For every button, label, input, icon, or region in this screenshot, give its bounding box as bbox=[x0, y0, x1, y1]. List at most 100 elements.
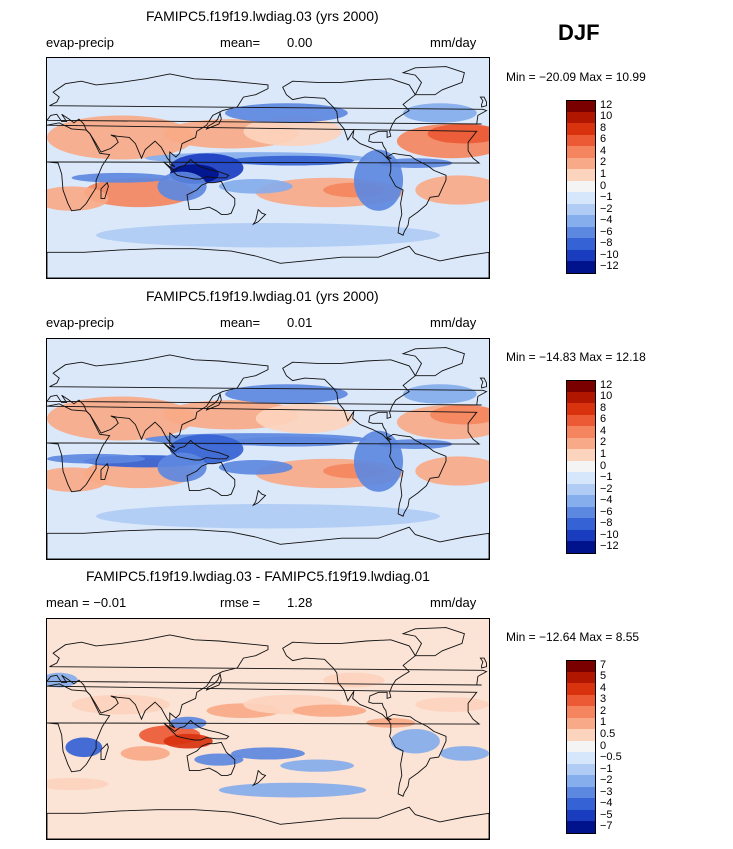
map-svg bbox=[47, 339, 489, 559]
colorbar-cell bbox=[566, 483, 596, 496]
coastline-japan bbox=[205, 111, 222, 130]
colorbar-label: −7 bbox=[600, 820, 613, 833]
colorbar-label: −8 bbox=[600, 517, 613, 530]
colorbar-cell bbox=[566, 809, 596, 822]
colorbar-label: 1 bbox=[600, 716, 607, 729]
panel2-minmax: Min = −14.83 Max = 12.18 bbox=[506, 350, 646, 364]
coastline-nz bbox=[252, 489, 267, 507]
coastline-japan bbox=[205, 672, 222, 691]
coastline-africa bbox=[47, 683, 481, 773]
colorbar-cell bbox=[566, 111, 596, 124]
colorbar-cell bbox=[566, 238, 596, 251]
coastline-s_america bbox=[386, 713, 447, 797]
panel3-title: FAMIPC5.f19f19.lwdiag.03 - FAMIPC5.f19f1… bbox=[86, 568, 430, 584]
field-contour bbox=[243, 116, 342, 146]
colorbar-label: −12 bbox=[600, 540, 619, 553]
colorbar-label: 12 bbox=[600, 98, 613, 111]
colorbar-label: −1 bbox=[600, 191, 613, 204]
colorbar-cell bbox=[566, 671, 596, 684]
colorbar-label: 12 bbox=[600, 378, 613, 391]
colorbar-label: −0.5 bbox=[600, 751, 622, 764]
panel1-stat-label: mean= bbox=[220, 35, 261, 50]
colorbar-label: 0 bbox=[600, 179, 607, 192]
panel3-map bbox=[46, 618, 490, 840]
colorbar-cell bbox=[566, 717, 596, 730]
colorbar-label: 8 bbox=[600, 121, 607, 134]
panel1-stat-value: 0.00 bbox=[287, 35, 313, 50]
field-contour bbox=[390, 729, 440, 754]
field-contour bbox=[323, 672, 385, 688]
field-contour bbox=[231, 155, 354, 166]
colorbar-cell bbox=[566, 426, 596, 439]
coastline-europe_asia bbox=[47, 354, 488, 449]
panel1-colorbar: 12 10 8 6 4 2 1 0 −1 −2 −4 −6 −8 −10 −12 bbox=[566, 98, 646, 275]
colorbar-cell bbox=[566, 798, 596, 811]
colorbar-label: 3 bbox=[600, 693, 607, 706]
field-contour bbox=[96, 223, 440, 248]
colorbar-label: 6 bbox=[600, 133, 607, 146]
coastline-antarctica bbox=[47, 806, 489, 839]
colorbar-label: 0.5 bbox=[600, 727, 616, 740]
colorbar-label: −4 bbox=[600, 797, 613, 810]
field-contour bbox=[120, 746, 170, 761]
colorbar-label: 1 bbox=[600, 447, 607, 460]
coastline-nz bbox=[252, 208, 267, 226]
field-contour bbox=[280, 759, 354, 772]
panel2-map bbox=[46, 338, 490, 560]
panel2-stat-label: mean= bbox=[220, 315, 261, 330]
field-contour bbox=[225, 103, 348, 123]
coastline-greenland bbox=[401, 66, 465, 96]
colorbar-cell bbox=[566, 752, 596, 765]
coastline-australia bbox=[186, 180, 236, 215]
colorbar-cell bbox=[566, 261, 596, 275]
colorbar-label: 7 bbox=[600, 658, 607, 671]
colorbar-label: −2 bbox=[600, 774, 613, 787]
colorbar-cell bbox=[566, 775, 596, 788]
colorbar-label: 8 bbox=[600, 401, 607, 414]
colorbar-label: 4 bbox=[600, 681, 607, 694]
field-contour bbox=[218, 179, 293, 194]
field-contour bbox=[71, 172, 170, 183]
coastline-greenland bbox=[401, 627, 465, 657]
panel1-variable: evap-precip bbox=[46, 35, 114, 50]
colorbar-cell bbox=[566, 506, 596, 519]
field-contour bbox=[218, 460, 293, 475]
colorbar-cell bbox=[566, 215, 596, 228]
colorbar-cell bbox=[566, 694, 596, 707]
field-contour bbox=[194, 753, 244, 766]
coastline-indonesia bbox=[163, 719, 230, 741]
field-contour bbox=[218, 782, 367, 798]
colorbar-label: 4 bbox=[600, 424, 607, 437]
colorbar-label: −4 bbox=[600, 214, 613, 227]
field-contour bbox=[403, 384, 477, 404]
colorbar-cell bbox=[566, 380, 596, 394]
field-contour bbox=[415, 175, 489, 205]
panel1-minmax: Min = −20.09 Max = 10.99 bbox=[506, 70, 646, 84]
colorbar-label: 10 bbox=[600, 110, 613, 123]
coastline-madagascar bbox=[100, 462, 109, 481]
field-contour bbox=[427, 124, 489, 144]
colorbar-cell bbox=[566, 495, 596, 508]
panel3-stat-value: 1.28 bbox=[287, 595, 313, 610]
panel2-units: mm/day bbox=[430, 315, 477, 330]
colorbar-cell bbox=[566, 403, 596, 416]
colorbar-cell bbox=[566, 180, 596, 193]
panel2-colorbar: 12 10 8 6 4 2 1 0 −1 −2 −4 −6 −8 −10 −12 bbox=[566, 378, 646, 555]
coastline-australia bbox=[186, 741, 236, 776]
field-contour bbox=[353, 430, 404, 492]
colorbar-label: 0 bbox=[600, 739, 607, 752]
colorbar-cell bbox=[566, 683, 596, 696]
colorbar-label: 4 bbox=[600, 144, 607, 157]
map-svg bbox=[47, 58, 489, 278]
colorbar-label: 2 bbox=[600, 436, 607, 449]
colorbar-cell bbox=[566, 518, 596, 531]
field-contour bbox=[65, 737, 103, 758]
field-contour bbox=[47, 453, 146, 464]
colorbar-cell bbox=[566, 146, 596, 159]
coastline-antarctica bbox=[47, 526, 489, 559]
field-contour bbox=[353, 149, 404, 211]
colorbar-cell bbox=[566, 226, 596, 239]
colorbar-cell bbox=[566, 100, 596, 114]
colorbar-label: −12 bbox=[600, 260, 619, 273]
coastline-uk bbox=[479, 96, 487, 108]
